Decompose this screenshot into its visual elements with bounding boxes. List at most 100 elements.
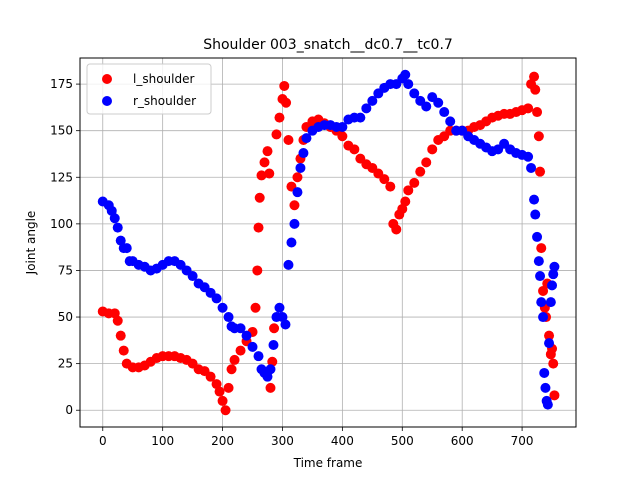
- data-point: [226, 364, 237, 375]
- data-point: [530, 84, 541, 95]
- data-point: [262, 146, 273, 157]
- data-point: [403, 185, 414, 196]
- data-point: [532, 107, 543, 118]
- legend-box: [86, 63, 212, 115]
- data-point: [421, 101, 432, 112]
- data-point: [349, 144, 360, 155]
- axis-ticks: 0 100 200 300 400 500 600 700 0 25 50 75 100 125 150 17…: [50, 77, 533, 448]
- data-point: [220, 405, 231, 416]
- data-point: [253, 222, 264, 233]
- data-point: [281, 97, 292, 108]
- axes-frame: [79, 57, 577, 428]
- data-point: [241, 330, 252, 341]
- y-tick-label: 100: [50, 217, 73, 231]
- data-point: [217, 395, 228, 406]
- data-point: [301, 133, 312, 144]
- data-point: [549, 390, 560, 401]
- data-point: [542, 399, 553, 410]
- data-point: [112, 315, 123, 326]
- data-point: [536, 297, 547, 308]
- data-point: [544, 330, 555, 341]
- data-point: [254, 192, 265, 203]
- data-point: [337, 131, 348, 142]
- data-point: [355, 112, 366, 123]
- data-point: [535, 271, 546, 282]
- data-point: [530, 209, 541, 220]
- y-tick-label: 75: [58, 263, 73, 277]
- data-point: [523, 151, 534, 162]
- data-point: [529, 194, 540, 205]
- data-point: [535, 166, 546, 177]
- data-point: [280, 319, 291, 330]
- series-r_shoulder: [97, 69, 560, 410]
- data-point: [409, 88, 420, 99]
- data-point: [526, 162, 537, 173]
- data-point: [538, 285, 549, 296]
- data-point: [367, 95, 378, 106]
- data-point: [445, 116, 456, 127]
- data-point: [439, 107, 450, 118]
- data-point: [427, 144, 438, 155]
- legend: l_shoulder r_shoulder: [86, 63, 212, 115]
- data-point: [337, 121, 348, 132]
- data-point: [267, 356, 278, 367]
- data-point: [274, 112, 285, 123]
- x-tick-label: 200: [211, 434, 234, 448]
- y-tick-label: 50: [58, 310, 73, 324]
- data-point: [286, 237, 297, 248]
- y-tick-label: 150: [50, 124, 73, 138]
- data-point: [539, 367, 550, 378]
- data-point: [415, 166, 426, 177]
- data-point: [279, 80, 290, 91]
- data-point: [265, 364, 276, 375]
- data-point: [421, 157, 432, 168]
- data-point: [115, 330, 126, 341]
- data-point: [409, 177, 420, 188]
- data-point: [289, 200, 300, 211]
- data-point: [385, 181, 396, 192]
- series-l_shoulder: [97, 71, 560, 416]
- data-point: [121, 243, 132, 254]
- data-point: [544, 338, 555, 349]
- data-point: [268, 340, 279, 350]
- data-point: [523, 103, 534, 114]
- data-point: [548, 269, 559, 280]
- x-axis-label: Time frame: [293, 456, 363, 470]
- data-point: [361, 103, 372, 114]
- x-tick-label: 300: [271, 434, 294, 448]
- data-point: [540, 382, 551, 393]
- x-tick-label: 400: [331, 434, 354, 448]
- y-tick-label: 25: [58, 357, 73, 371]
- legend-label: r_shoulder: [133, 94, 196, 108]
- data-point: [533, 131, 544, 142]
- data-point: [533, 256, 544, 267]
- data-point: [217, 302, 228, 313]
- data-point: [403, 79, 414, 90]
- data-point: [211, 293, 222, 304]
- data-point: [250, 302, 261, 313]
- data-point: [264, 168, 275, 179]
- data-point: [547, 280, 558, 291]
- data-point: [400, 69, 411, 80]
- data-point: [253, 351, 264, 362]
- data-point: [292, 172, 303, 183]
- data-point: [235, 323, 246, 334]
- data-point: [223, 312, 234, 323]
- data-points: [97, 69, 560, 416]
- data-point: [433, 97, 444, 108]
- x-tick-label: 100: [151, 434, 174, 448]
- y-tick-label: 0: [65, 403, 73, 417]
- data-point: [259, 157, 270, 168]
- data-point: [252, 265, 263, 276]
- legend-marker: [102, 74, 112, 84]
- data-point: [283, 259, 294, 270]
- y-tick-label: 175: [50, 77, 73, 91]
- y-tick-label: 125: [50, 170, 73, 184]
- data-point: [187, 271, 198, 282]
- data-point: [295, 162, 306, 173]
- data-point: [269, 323, 280, 334]
- data-point: [235, 345, 246, 356]
- data-point: [256, 170, 267, 181]
- data-point: [214, 386, 225, 397]
- data-point: [532, 231, 543, 242]
